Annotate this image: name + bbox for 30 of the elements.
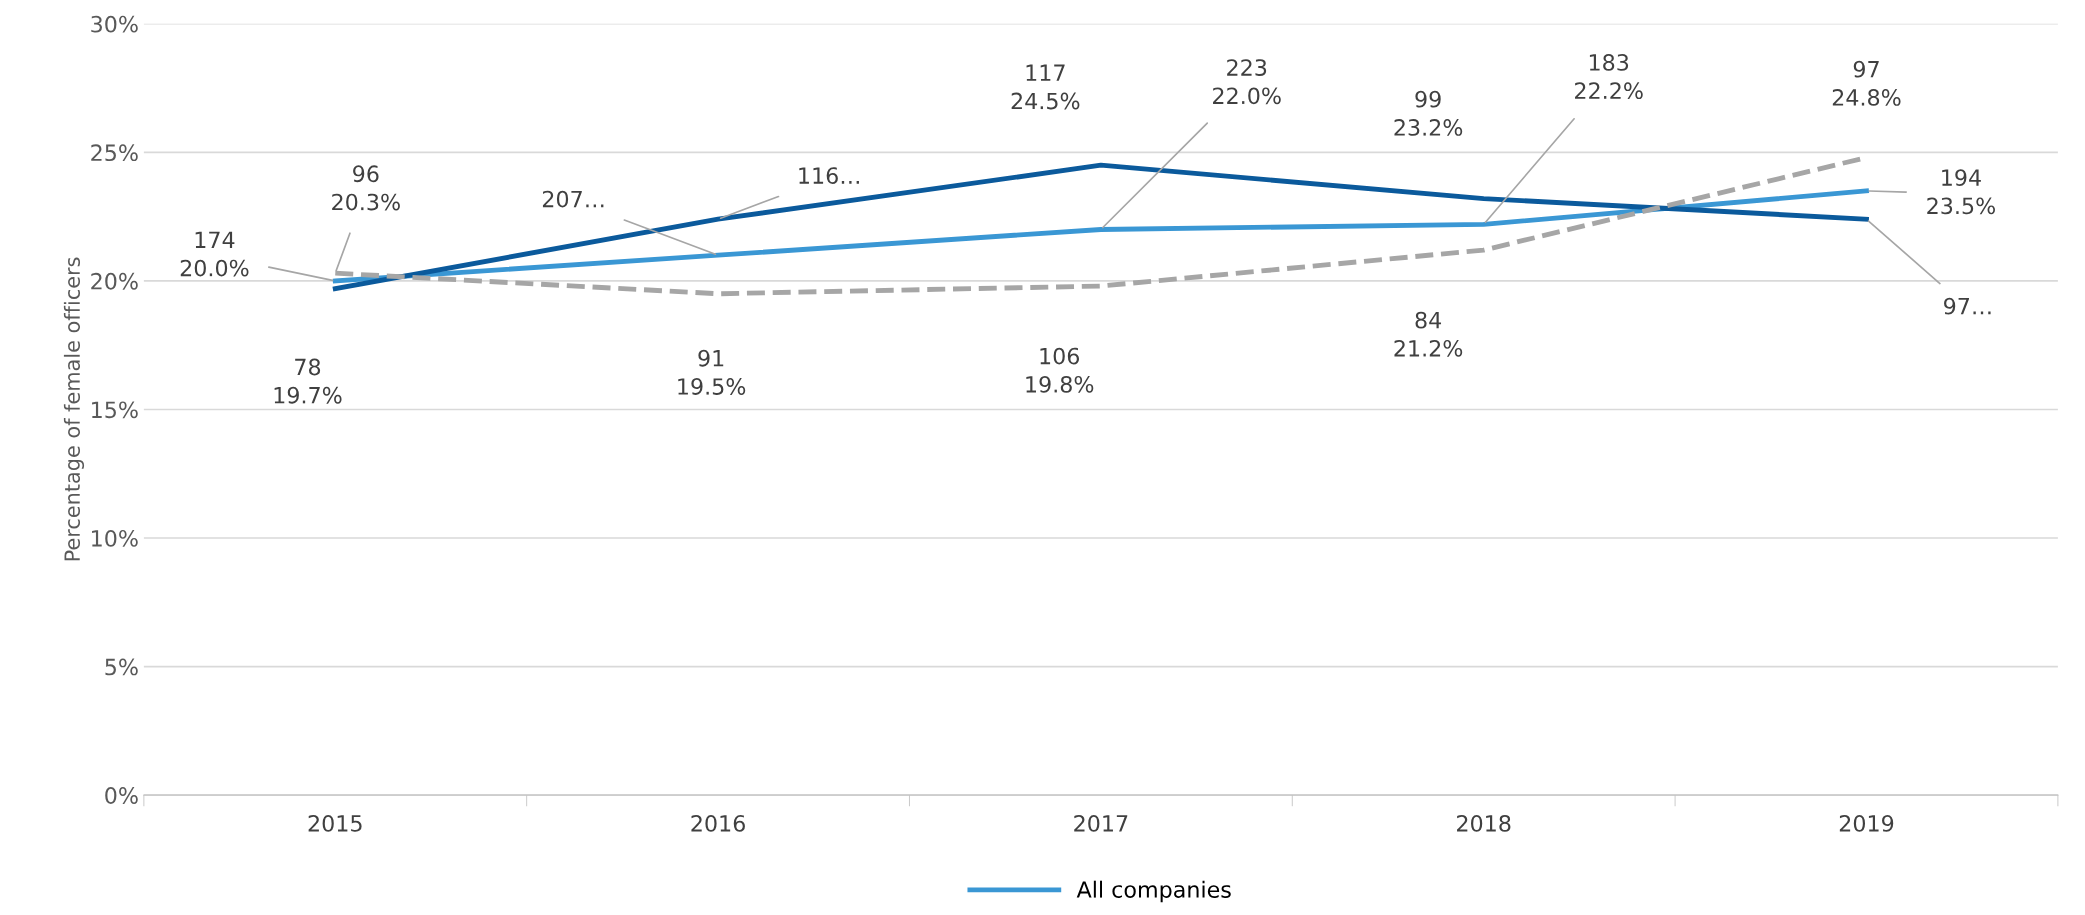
- data-label: 174 20.0%: [180, 231, 249, 277]
- line-series: [332, 188, 1869, 284]
- data-label: 116…: [799, 167, 859, 184]
- x-tick-label: 2017: [1074, 814, 1128, 832]
- y-tick-label: 15%: [92, 401, 138, 419]
- data-label: 91 19.5%: [678, 349, 746, 395]
- y-tick-label: 20%: [91, 272, 138, 290]
- data-label: 84 21.2%: [1394, 311, 1463, 357]
- y-tick-label: 5%: [105, 658, 138, 676]
- data-label: 207…: [542, 190, 604, 208]
- data-label: 99 23.2%: [1394, 90, 1463, 136]
- data-label: 223 22.0%: [1213, 59, 1281, 105]
- legend-label: All companies: [1076, 880, 1231, 903]
- data-label: 97 24.8%: [1832, 60, 1901, 106]
- data-label: 183 22.2%: [1575, 54, 1643, 100]
- y-axis-title: Percentage of female officers: [63, 257, 85, 561]
- y-tick-label: 10%: [92, 529, 138, 547]
- data-label: 117 24.5%: [1011, 64, 1080, 110]
- y-tick-label: 0%: [105, 787, 138, 804]
- y-tick-label: 30%: [91, 15, 138, 33]
- x-tick-label: 2015: [308, 814, 362, 832]
- data-label: 97…: [1944, 297, 1991, 315]
- data-label: 194 23.5%: [1927, 169, 1996, 215]
- data-label: 96 20.3%: [332, 165, 400, 211]
- x-tick-label: 2019: [1839, 814, 1894, 832]
- x-tick-label: 2016: [691, 814, 745, 832]
- x-tick-label: 2018: [1457, 814, 1511, 832]
- y-tick-label: 25%: [91, 144, 138, 162]
- data-label: 106 19.8%: [1026, 347, 1094, 393]
- data-label: 78 19.7%: [274, 358, 342, 404]
